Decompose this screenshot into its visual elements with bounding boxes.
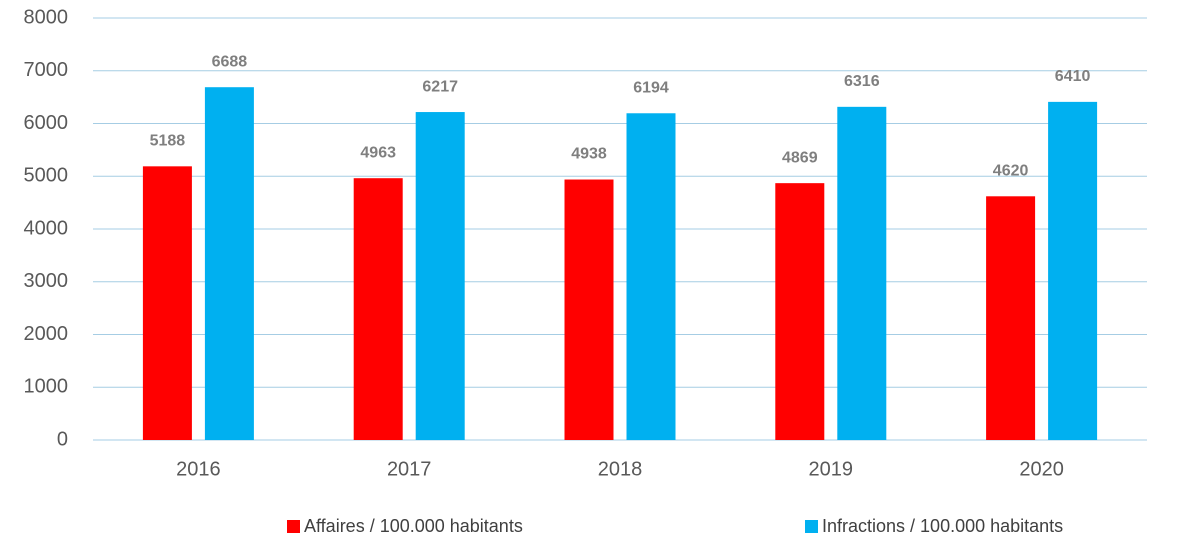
y-tick-label: 7000 — [24, 59, 69, 81]
y-tick-label: 6000 — [24, 112, 69, 134]
y-tick-label: 8000 — [24, 6, 69, 28]
value-label: 6410 — [1055, 68, 1091, 85]
bar — [986, 196, 1036, 440]
y-tick-label: 2000 — [24, 323, 69, 345]
value-label: 6217 — [422, 78, 458, 95]
bar — [1048, 101, 1098, 440]
bar — [142, 166, 192, 440]
bar — [415, 112, 465, 440]
bar — [775, 183, 825, 440]
x-tick-label: 2017 — [387, 458, 432, 480]
bar — [353, 178, 403, 440]
value-label: 4963 — [360, 144, 396, 161]
value-label: 5188 — [150, 133, 186, 150]
legend-swatch — [805, 520, 818, 533]
bar — [564, 179, 614, 440]
bar — [837, 106, 887, 441]
value-label: 6316 — [844, 73, 880, 90]
legend-label: Affaires / 100.000 habitants — [304, 516, 523, 536]
value-label: 4938 — [571, 146, 607, 163]
y-tick-label: 3000 — [24, 270, 69, 292]
value-label: 6688 — [212, 53, 248, 70]
x-tick-label: 2018 — [598, 458, 643, 480]
y-tick-label: 1000 — [24, 376, 69, 398]
value-label: 4869 — [782, 149, 818, 166]
value-label: 4620 — [993, 163, 1029, 180]
bar — [204, 87, 254, 440]
legend-label: Infractions / 100.000 habitants — [822, 516, 1063, 536]
value-label: 6194 — [633, 79, 669, 96]
y-tick-label: 4000 — [24, 217, 69, 239]
y-tick-label: 5000 — [24, 165, 69, 187]
x-tick-label: 2016 — [176, 458, 221, 480]
legend-swatch — [287, 520, 300, 533]
x-tick-label: 2019 — [809, 458, 854, 480]
bar — [626, 113, 676, 440]
y-tick-label: 0 — [57, 428, 68, 450]
x-tick-label: 2020 — [1019, 458, 1064, 480]
